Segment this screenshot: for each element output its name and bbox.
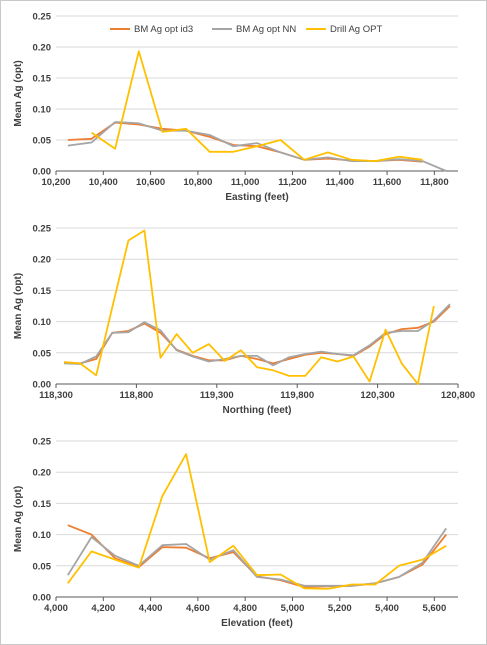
series-line-bm-id3 bbox=[63, 305, 451, 365]
legend: BM Ag opt id3 BM Ag opt NN Drill Ag OPT bbox=[110, 24, 382, 35]
legend-label-bm-nn: BM Ag opt NN bbox=[236, 24, 296, 35]
x-tick-label: 118,300 bbox=[39, 390, 73, 401]
series-line-drill bbox=[90, 50, 423, 163]
series-line-bm-nn bbox=[67, 527, 447, 587]
x-tick-label: 4,400 bbox=[139, 603, 163, 614]
x-tick-label: 120,800 bbox=[441, 390, 475, 401]
x-tick-label: 11,600 bbox=[373, 177, 402, 188]
legend-label-bm-id3: BM Ag opt id3 bbox=[134, 24, 193, 35]
y-tick-label: 0.10 bbox=[33, 105, 52, 116]
x-axis-label: Easting (feet) bbox=[225, 192, 288, 203]
legend-label-drill: Drill Ag OPT bbox=[330, 24, 382, 35]
y-tick-label: 0.20 bbox=[33, 43, 52, 54]
x-tick-label: 5,400 bbox=[375, 603, 399, 614]
y-tick-label: 0.25 bbox=[33, 12, 52, 23]
y-tick-label: 0.15 bbox=[33, 74, 52, 85]
y-tick-label: 0.00 bbox=[33, 380, 52, 391]
y-tick-label: 0.10 bbox=[33, 317, 52, 328]
series-line-drill bbox=[67, 453, 447, 590]
x-tick-label: 11,000 bbox=[231, 177, 260, 188]
series-line-bm-nn bbox=[63, 303, 451, 367]
y-tick-label: 0.00 bbox=[33, 167, 52, 178]
y-tick-label: 0.15 bbox=[33, 499, 52, 510]
x-tick-label: 120,300 bbox=[360, 390, 394, 401]
x-tick-label: 119,300 bbox=[200, 390, 234, 401]
y-tick-label: 0.10 bbox=[33, 530, 52, 541]
series-line-bm-id3 bbox=[67, 121, 423, 163]
x-tick-label: 4,000 bbox=[44, 603, 68, 614]
x-tick-label: 10,800 bbox=[183, 177, 212, 188]
x-tick-label: 10,200 bbox=[41, 177, 70, 188]
x-tick-label: 5,200 bbox=[328, 603, 352, 614]
y-tick-label: 0.20 bbox=[33, 468, 52, 479]
y-axis-label: Mean Ag (opt) bbox=[13, 273, 24, 339]
x-tick-label: 10,400 bbox=[89, 177, 118, 188]
y-tick-label: 0.05 bbox=[33, 348, 52, 359]
x-tick-label: 5,600 bbox=[422, 603, 446, 614]
x-tick-label: 118,800 bbox=[119, 390, 153, 401]
y-tick-label: 0.25 bbox=[33, 437, 52, 448]
chart-3: 0.00 0.05 0.10 0.15 0.20 0.25 4,000 4,200 4,400 4… bbox=[13, 437, 458, 629]
y-tick-label: 0.05 bbox=[33, 561, 52, 572]
x-tick-label: 10,600 bbox=[136, 177, 165, 188]
x-tick-label: 4,800 bbox=[233, 603, 257, 614]
y-tick-label: 0.05 bbox=[33, 136, 52, 147]
y-tick-label: 0.00 bbox=[33, 593, 52, 604]
x-axis-label: Elevation (feet) bbox=[221, 618, 293, 629]
y-axis-label: Mean Ag (opt) bbox=[13, 486, 24, 552]
chart-2: 0.00 0.05 0.10 0.15 0.20 0.25 118,300 118,800 11… bbox=[13, 224, 475, 417]
x-tick-label: 4,200 bbox=[91, 603, 115, 614]
y-tick-label: 0.15 bbox=[33, 286, 52, 297]
x-tick-label: 5,000 bbox=[281, 603, 305, 614]
x-axis-label: Northing (feet) bbox=[223, 405, 292, 416]
x-tick-label: 11,800 bbox=[420, 177, 449, 188]
series-line-drill bbox=[63, 229, 435, 385]
y-tick-label: 0.20 bbox=[33, 255, 52, 266]
x-tick-label: 11,200 bbox=[278, 177, 307, 188]
x-tick-label: 119,800 bbox=[280, 390, 314, 401]
y-axis-label: Mean Ag (opt) bbox=[13, 60, 24, 126]
y-tick-label: 0.25 bbox=[33, 224, 52, 235]
x-tick-label: 11,400 bbox=[325, 177, 354, 188]
x-tick-label: 4,600 bbox=[186, 603, 210, 614]
chart-1: 0.00 0.05 0.10 0.15 0.20 0.25 10,200 10,400 10,6… bbox=[13, 12, 458, 203]
